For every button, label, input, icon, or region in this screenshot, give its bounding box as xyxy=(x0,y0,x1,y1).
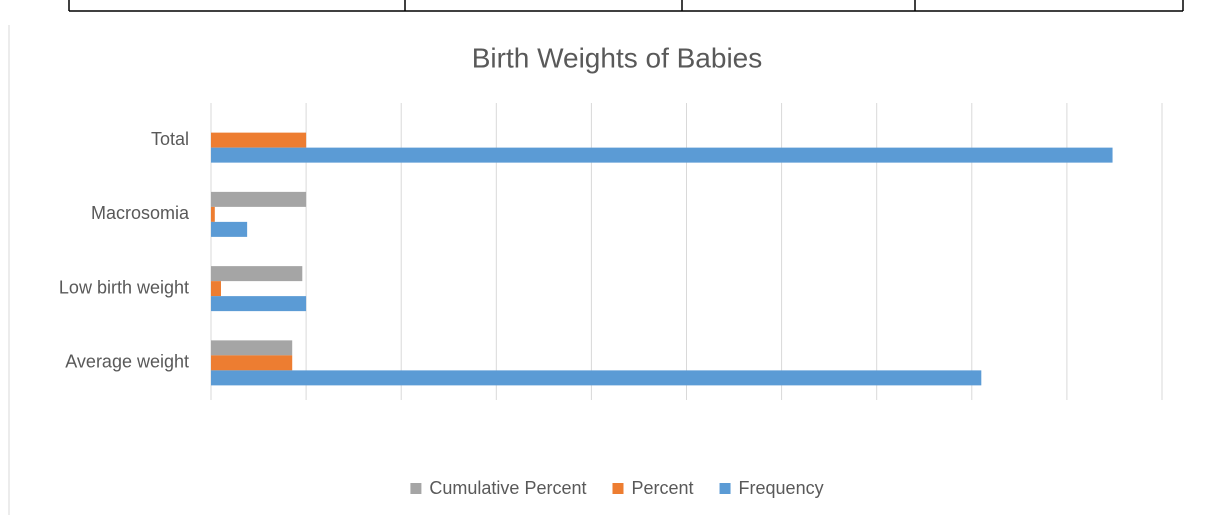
legend-swatch xyxy=(719,483,731,494)
bar xyxy=(211,281,221,297)
bar xyxy=(211,370,982,386)
bar xyxy=(211,132,307,148)
bar xyxy=(211,355,293,371)
chart-title: Birth Weights of Babies xyxy=(472,42,763,73)
y-tick-label: Low birth weight xyxy=(59,277,189,297)
bar xyxy=(211,206,215,222)
y-tick-label: Average weight xyxy=(65,352,189,372)
table-fragment xyxy=(68,0,1184,12)
legend-swatch xyxy=(612,483,624,494)
legend-label: Frequency xyxy=(739,478,824,498)
legend-swatch xyxy=(410,483,422,494)
bar xyxy=(211,296,307,312)
legend-label: Cumulative Percent xyxy=(429,478,586,498)
bar xyxy=(211,191,307,207)
legend-label: Percent xyxy=(631,478,693,498)
bar xyxy=(211,221,248,237)
bar xyxy=(211,266,303,282)
y-tick-label: Macrosomia xyxy=(91,203,190,223)
bar xyxy=(211,340,293,356)
y-tick-label: Total xyxy=(151,129,189,149)
bar xyxy=(211,147,1113,163)
